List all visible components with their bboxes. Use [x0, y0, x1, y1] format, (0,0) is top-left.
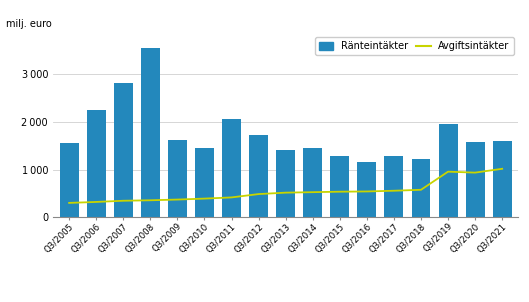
Bar	[330, 156, 349, 217]
Bar	[114, 83, 133, 217]
Bar	[222, 119, 241, 217]
Bar	[249, 135, 268, 217]
Bar	[385, 156, 404, 217]
Bar	[412, 159, 431, 217]
Legend: Ränteintäkter, Avgiftsintäkter: Ränteintäkter, Avgiftsintäkter	[315, 37, 514, 55]
Bar	[87, 110, 106, 217]
Bar	[168, 140, 187, 217]
Bar	[276, 150, 295, 217]
Bar	[60, 143, 79, 217]
Bar	[195, 148, 214, 217]
Bar	[439, 124, 458, 217]
Bar	[303, 148, 322, 217]
Bar	[492, 141, 512, 217]
Text: milj. euro: milj. euro	[6, 19, 52, 29]
Bar	[141, 48, 160, 217]
Bar	[466, 142, 485, 217]
Bar	[358, 162, 376, 217]
